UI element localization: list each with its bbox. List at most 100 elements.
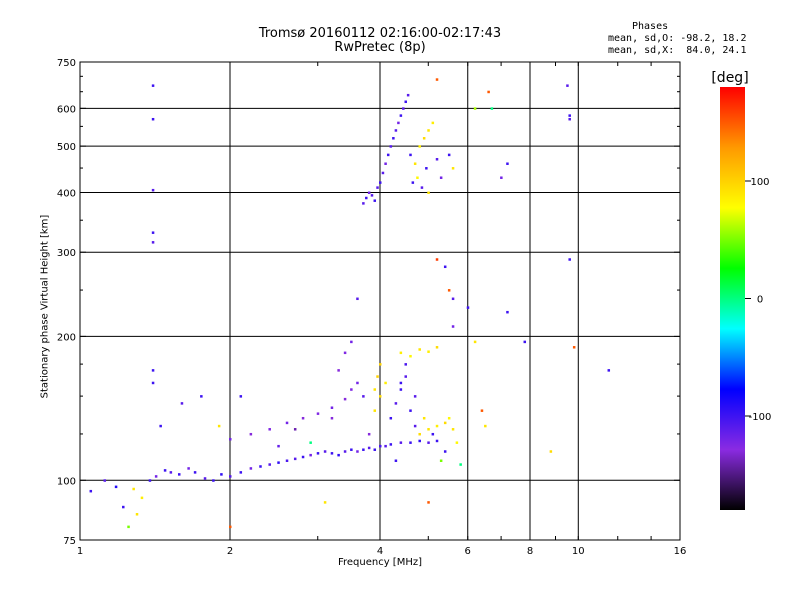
colorbar [720,87,745,510]
data-point [506,310,509,314]
data-point [362,448,365,451]
y-tick-label: 600 [57,104,76,115]
data-point [409,409,412,412]
data-point [418,439,421,443]
data-point [301,455,305,459]
data-point [373,409,377,412]
data-point [439,459,443,462]
data-point [451,428,455,431]
data-point [330,416,334,420]
data-point [418,432,421,436]
data-point [389,145,393,148]
data-point [151,241,155,244]
data-point [394,459,398,462]
x-tick-label: 6 [465,546,471,557]
data-point [193,471,197,474]
y-tick-label: 200 [57,332,76,343]
data-point [301,416,305,420]
data-point [148,479,152,482]
data-point [447,416,451,420]
data-point [177,473,181,476]
data-point [285,421,289,425]
data-point [409,441,412,444]
data-point [490,107,494,110]
data-point [413,424,417,428]
data-point [249,467,253,470]
data-point [259,465,262,468]
data-point [413,162,417,165]
data-point [425,167,428,170]
colorbar-tick-label: -100 [749,412,772,423]
data-point [220,473,223,476]
data-point [362,395,365,398]
data-point [568,114,571,117]
y-axis-label: Stationary phase Virtual Height [km] [39,214,51,399]
y-tick-label: 400 [57,188,76,199]
data-point [169,471,173,474]
data-point [187,467,190,470]
data-point [151,381,155,385]
data-point [132,487,135,491]
data-point [376,186,379,189]
x-tick-label: 10 [572,546,585,557]
data-point [239,471,243,474]
data-point [229,525,232,529]
data-point [140,496,144,500]
data-point [447,153,451,157]
x-tick-label: 8 [527,546,533,557]
data-point [466,306,470,309]
data-point [370,194,374,197]
data-point [268,428,271,431]
data-point [404,363,407,366]
data-point [277,461,280,464]
data-point [367,432,371,436]
data-point [376,375,379,378]
data-point [151,84,155,87]
x-tick-label: 2 [227,546,233,557]
data-point [459,463,462,466]
data-point [473,107,477,110]
stats-x: mean, sd,X: 84.0, 24.1 [608,45,747,56]
x-tick-label: 16 [674,546,687,557]
data-point [431,121,435,125]
data-point [427,191,430,194]
data-point [418,348,421,351]
data-point [389,443,393,446]
data-points [89,78,611,529]
data-point [443,265,447,269]
data-point [409,153,412,157]
y-tick-label: 500 [57,142,76,153]
data-point [473,340,477,344]
x-axis-label: Frequency [MHz] [337,557,423,568]
stats-o: mean, sd,O: -98.2, 18.2 [608,33,747,44]
data-point [566,84,569,87]
data-point [285,459,289,462]
data-point [159,424,162,428]
data-point [439,176,443,179]
data-point [127,525,130,529]
data-point [239,395,243,398]
data-point [427,441,430,444]
data-point [151,231,155,234]
data-point [506,162,509,165]
colorbar-label: [deg] [711,70,749,86]
data-point [384,444,387,448]
data-point [323,501,327,504]
data-point [379,395,382,398]
data-point [381,171,385,175]
data-point [337,369,340,372]
data-point [427,428,430,431]
data-point [399,114,403,117]
data-point [293,457,297,461]
data-point [217,424,221,428]
colorbar-tick-label: 0 [757,295,763,306]
data-point [572,346,576,349]
data-point [367,191,371,194]
data-point [200,395,203,398]
data-point [356,450,359,453]
data-point [443,421,447,425]
data-point [151,117,155,121]
data-point [480,409,484,412]
data-point [373,388,377,391]
